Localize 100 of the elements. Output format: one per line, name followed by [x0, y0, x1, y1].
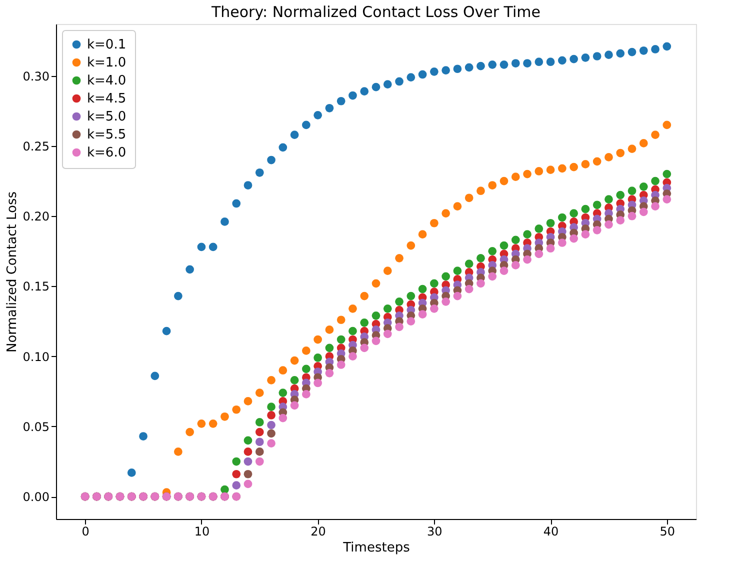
x-tick-label: 30: [427, 524, 442, 538]
point: [430, 68, 438, 76]
point: [267, 429, 276, 438]
point: [488, 181, 497, 190]
point: [511, 261, 520, 270]
y-axis-title: Normalized Contact Loss: [4, 191, 20, 353]
point: [267, 439, 276, 448]
point: [651, 45, 660, 54]
point: [290, 130, 299, 139]
point: [325, 344, 334, 352]
y-tick-label: 0.10: [22, 350, 50, 364]
point: [290, 401, 299, 410]
point: [325, 368, 334, 378]
point: [430, 218, 438, 228]
point: [348, 91, 357, 100]
point: [453, 202, 462, 210]
point: [208, 242, 218, 252]
point: [453, 64, 462, 74]
point: [244, 397, 252, 406]
point: [570, 162, 578, 172]
point: [523, 230, 532, 239]
point: [662, 42, 672, 51]
point: [523, 255, 532, 264]
point: [628, 144, 636, 153]
point: [372, 311, 380, 320]
point: [232, 199, 241, 208]
point: [442, 209, 450, 218]
point: [395, 77, 404, 86]
point: [360, 344, 369, 352]
point: [662, 195, 672, 204]
point: [244, 470, 252, 478]
point: [500, 266, 508, 275]
point: [302, 364, 310, 374]
point: [220, 218, 229, 226]
point: [336, 96, 346, 106]
point: [336, 335, 346, 344]
point: [395, 322, 404, 332]
legend-label: k=0.1: [87, 38, 126, 52]
point: [464, 260, 474, 268]
x-tick-label: 10: [194, 524, 210, 538]
point: [336, 360, 346, 369]
point: [558, 164, 566, 173]
point: [464, 63, 474, 72]
point: [383, 80, 392, 88]
point: [162, 326, 171, 336]
point: [314, 378, 322, 388]
point: [267, 411, 276, 420]
point: [406, 317, 416, 326]
point: [418, 230, 427, 239]
x-tick-label: 20: [310, 524, 326, 538]
point: [348, 326, 357, 336]
point: [244, 181, 252, 190]
y-tick-label: 0.25: [22, 139, 50, 154]
point: [418, 284, 427, 294]
point: [406, 292, 416, 300]
point: [360, 318, 369, 327]
chart-title: Theory: Normalized Contact Loss Over Time: [210, 3, 541, 21]
point: [290, 376, 299, 384]
point: [314, 335, 322, 344]
point: [232, 481, 241, 490]
point: [244, 457, 252, 466]
point: [174, 448, 182, 456]
legend-label: k=4.5: [87, 92, 126, 106]
point: [604, 50, 613, 60]
point: [267, 156, 276, 164]
point: [325, 104, 334, 112]
point: [325, 326, 334, 334]
point: [383, 266, 392, 275]
point: [232, 470, 241, 478]
point: [546, 218, 555, 228]
point: [604, 195, 613, 204]
point: [406, 241, 416, 250]
point: [616, 148, 625, 158]
x-tick-label: 40: [543, 524, 559, 538]
point: [639, 208, 648, 216]
point: [244, 480, 252, 488]
point: [581, 160, 590, 168]
y-tick-label: 0.05: [22, 420, 50, 434]
point: [197, 419, 206, 428]
point: [639, 139, 648, 148]
point: [464, 194, 474, 202]
point: [174, 292, 182, 300]
point: [406, 73, 416, 82]
point: [255, 457, 264, 466]
point: [534, 58, 544, 66]
point: [290, 356, 299, 365]
point: [581, 53, 590, 62]
point: [255, 428, 264, 436]
point: [546, 244, 555, 253]
point: [267, 420, 276, 430]
point: [534, 224, 544, 233]
point: [220, 412, 229, 421]
point: [476, 254, 485, 262]
point: [430, 304, 438, 313]
point: [360, 292, 369, 300]
point: [651, 202, 660, 210]
point: [500, 176, 508, 186]
y-tick-label: 0.15: [22, 280, 50, 294]
point: [278, 143, 288, 152]
point: [314, 110, 322, 120]
